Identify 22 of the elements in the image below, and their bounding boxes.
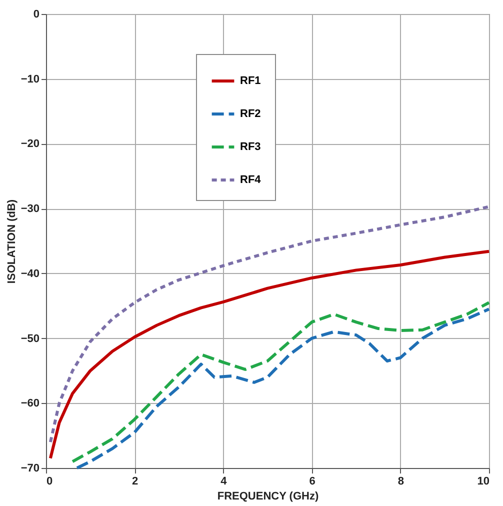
x-tick-label: 6: [309, 476, 316, 488]
legend-label: RF1: [240, 75, 261, 87]
y-tick-label: 0: [33, 8, 40, 20]
y-tick-label: −60: [20, 398, 40, 410]
y-tick-label: −20: [20, 138, 40, 150]
line-series: [48, 250, 490, 460]
x-tick-label: 4: [220, 476, 228, 488]
y-tick-label: −10: [20, 73, 40, 86]
legend-label: RF4: [240, 174, 262, 186]
y-tick-label: −70: [20, 462, 40, 474]
x-tick-label: 0: [46, 476, 53, 488]
x-tick-label: 10: [477, 476, 490, 488]
x-tick-label: 8: [398, 476, 404, 488]
y-tick-label: −30: [20, 203, 40, 216]
y-tick-label: −50: [20, 332, 40, 345]
y-tick-label: −40: [20, 268, 40, 280]
x-tick-label: 2: [132, 476, 138, 488]
x-axis-title: FREQUENCY (GHz): [217, 490, 319, 502]
legend-label: RF3: [240, 141, 261, 153]
legend-label: RF2: [240, 108, 261, 120]
y-axis-title: ISOLATION (dB): [6, 199, 18, 284]
line-series: [48, 205, 490, 444]
